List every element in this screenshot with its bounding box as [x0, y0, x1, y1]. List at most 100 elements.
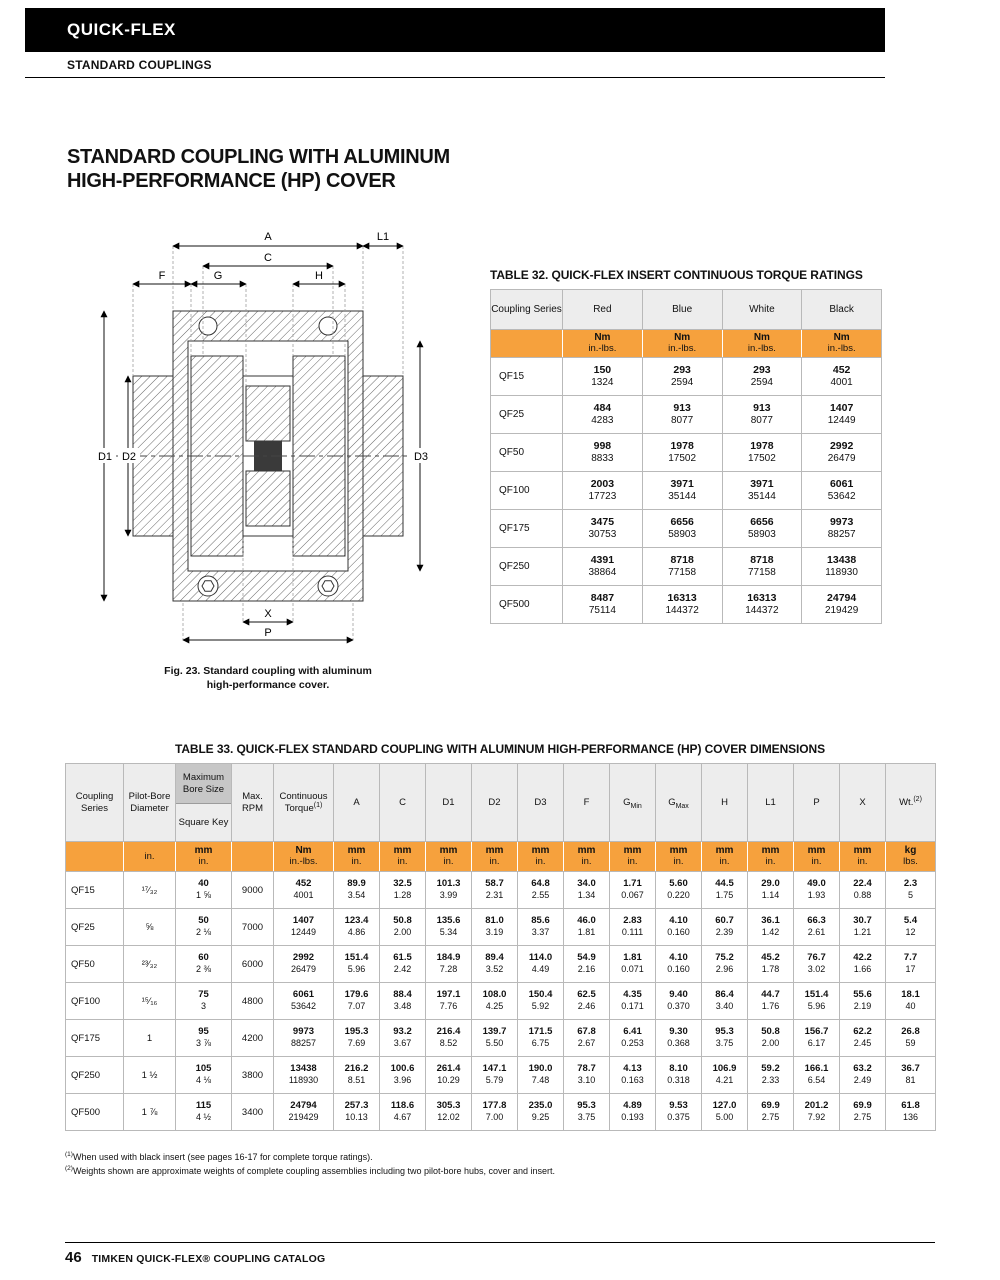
dimension-cell-secondary: 3.67	[393, 1038, 412, 1049]
dimension-cell-secondary: 4.86	[347, 927, 366, 938]
dimension-cell-secondary: 2.49	[853, 1075, 872, 1086]
dimension-cell-primary: 305.3	[436, 1100, 461, 1112]
dimension-cell-primary: 60.7	[715, 915, 734, 927]
torque-value-cell-secondary: 118930	[825, 566, 858, 578]
torque-value-cell-primary: 4391	[590, 553, 615, 566]
dimension-cell-secondary: 2.45	[853, 1038, 872, 1049]
torque-value-cell: 293 2594	[721, 357, 803, 396]
dimension-cell-primary: 101.3	[436, 878, 461, 890]
torque-value-cell-secondary: 88257	[827, 528, 856, 540]
dimension-cell: 5.60 0.220	[655, 871, 702, 909]
max-rpm-cell: 3400	[231, 1093, 274, 1131]
table32-section: TABLE 32. QUICK-FLEX INSERT CONTINUOUS T…	[490, 268, 882, 624]
pilot-bore-cell: 1	[123, 1019, 176, 1057]
dimension-cell-primary: 61.5	[393, 952, 412, 964]
dimension-cell-primary: 66.3	[807, 915, 826, 927]
series-cell: QF50	[490, 433, 563, 472]
dimensions-table-row: QF15 ¹⁷⁄₃₂ 40 1 ⅝ 9000 452 4001 89.9 3.54 32.5 1.2…	[65, 871, 936, 909]
torque-value-cell-secondary: 58903	[747, 528, 776, 540]
dimension-cell: 197.1 7.76	[425, 982, 472, 1020]
dimension-cell: 166.1 6.54	[793, 1056, 840, 1094]
footnote-1-text: When used with black insert (see pages 1…	[72, 1152, 373, 1162]
dimension-cell-primary: 55.6	[853, 989, 872, 1001]
weight-label: Wt.	[899, 796, 914, 808]
torque-cell-secondary: 118930	[288, 1075, 319, 1086]
dimension-cell-primary: 127.0	[712, 1100, 737, 1112]
dimension-cell-secondary: 3.99	[439, 890, 458, 901]
figure-caption-line2: high-performance cover.	[206, 679, 330, 692]
series-cell: QF25	[65, 908, 124, 946]
dimension-cell-secondary: 2.55	[531, 890, 550, 901]
dimension-cell-primary: 50.8	[761, 1026, 780, 1038]
unit-cell-dim: mm in.	[839, 841, 886, 872]
dimension-cell-primary: 63.2	[853, 1063, 872, 1075]
weight-cell-primary: 2.3	[903, 878, 918, 890]
dimension-cell-primary: 177.8	[482, 1100, 507, 1112]
dimension-cell-primary: 197.1	[436, 989, 461, 1001]
torque-value-cell: 6656 58903	[641, 509, 723, 548]
torque-value-cell-secondary: 2594	[750, 376, 773, 388]
torque-value-cell-primary: 8487	[590, 591, 615, 604]
dimension-cell-secondary: 0.318	[667, 1075, 690, 1086]
torque-table-row: QF250 4391 38864 8718 77158 8718 77158 13438 118…	[490, 547, 882, 586]
torque-table-units-row: Nm in.-lbs. Nm in.-lbs. Nm in.-lbs. Nm i…	[490, 329, 882, 358]
max-bore-cell-primary: 105	[195, 1063, 212, 1075]
dimension-cell: 44.5 1.75	[701, 871, 748, 909]
unit-cell-dim: mm in.	[333, 841, 380, 872]
dimension-cell-secondary: 0.111	[621, 927, 644, 938]
torque-value-cell-primary: 913	[753, 401, 771, 414]
dimension-cell-secondary: 5.92	[531, 1001, 550, 1012]
torque-value-cell-secondary: 77158	[668, 566, 697, 578]
dimension-cell-secondary: 1.76	[761, 1001, 780, 1012]
dimension-cell-primary: 190.0	[528, 1063, 553, 1075]
unit-secondary: in.	[627, 855, 638, 867]
dimension-cell-primary: 6.41	[623, 1026, 642, 1038]
dimension-cell-primary: 44.7	[761, 989, 780, 1001]
col-black: Black	[801, 289, 882, 330]
col-continuous-torque: Continuous Torque(1)	[273, 763, 334, 842]
torque-value-cell: 3475 30753	[562, 509, 643, 548]
dimension-cell: 50.8 2.00	[747, 1019, 794, 1057]
dimensions-table-header-row: Coupling Series Pilot-Bore Diameter Maxi…	[65, 763, 936, 842]
dimensions-table-units-row: in. mm in. Nm in.-lbs. mm in. mm in. mm in. mm…	[65, 841, 936, 872]
dimension-cell-secondary: 5.00	[715, 1112, 734, 1123]
col-red: Red	[562, 289, 643, 330]
torque-table-row: QF100 2003 17723 3971 35144 3971 35144 6061 5364…	[490, 471, 882, 510]
torque-value-cell-secondary: 219429	[824, 604, 859, 616]
torque-value-cell: 2003 17723	[562, 471, 643, 510]
continuous-torque-label: Continuous Torque	[279, 790, 328, 814]
weight-cell-primary: 26.8	[901, 1026, 920, 1038]
dimension-cell-secondary: 0.375	[667, 1112, 690, 1123]
dimension-cell-primary: 95.3	[577, 1100, 596, 1112]
dimension-cell-secondary: 4.25	[485, 1001, 504, 1012]
torque-value-cell: 3971 35144	[721, 471, 803, 510]
torque-value-cell: 913 8077	[721, 395, 803, 434]
col-dim-d3: D3	[517, 763, 564, 842]
torque-value-cell-secondary: 8077	[750, 414, 773, 426]
torque-cell: 13438 118930	[273, 1056, 334, 1094]
dim-letter: D1	[442, 796, 455, 808]
series-cell: QF250	[490, 547, 563, 586]
dimensions-table-row: QF175 1 95 3 ⅞ 4200 9973 88257 195.3 7.69 93.2 3.6…	[65, 1019, 936, 1057]
torque-value-cell-secondary: 144372	[665, 604, 699, 616]
dimension-cell-primary: 171.5	[528, 1026, 553, 1038]
torque-value-cell-primary: 6656	[670, 515, 694, 528]
unit-secondary: in.	[719, 855, 730, 867]
cover-bolt-hole	[318, 316, 338, 336]
torque-value-cell-primary: 9973	[829, 515, 854, 528]
torque-value-cell: 4391 38864	[562, 547, 643, 586]
torque-cell-primary: 24794	[290, 1100, 317, 1112]
dimension-cell: 151.4 5.96	[793, 982, 840, 1020]
dimension-cell: 62.5 2.46	[563, 982, 610, 1020]
dimension-cell-secondary: 0.071	[621, 964, 644, 975]
torque-value-cell: 8718 77158	[641, 547, 723, 586]
series-cell: QF175	[490, 509, 563, 548]
torque-cell-secondary: 4001	[293, 890, 314, 901]
torque-table-row: QF50 998 8833 1978 17502 1978 17502 2992 26479	[490, 433, 882, 472]
dimension-cell-secondary: 3.75	[715, 1038, 734, 1049]
torque-value-cell-secondary: 144372	[745, 604, 779, 616]
torque-table-row: QF175 3475 30753 6656 58903 6656 58903 9973 8825…	[490, 509, 882, 548]
dimension-cell: 34.0 1.34	[563, 871, 610, 909]
dimension-cell: 100.6 3.96	[379, 1056, 426, 1094]
